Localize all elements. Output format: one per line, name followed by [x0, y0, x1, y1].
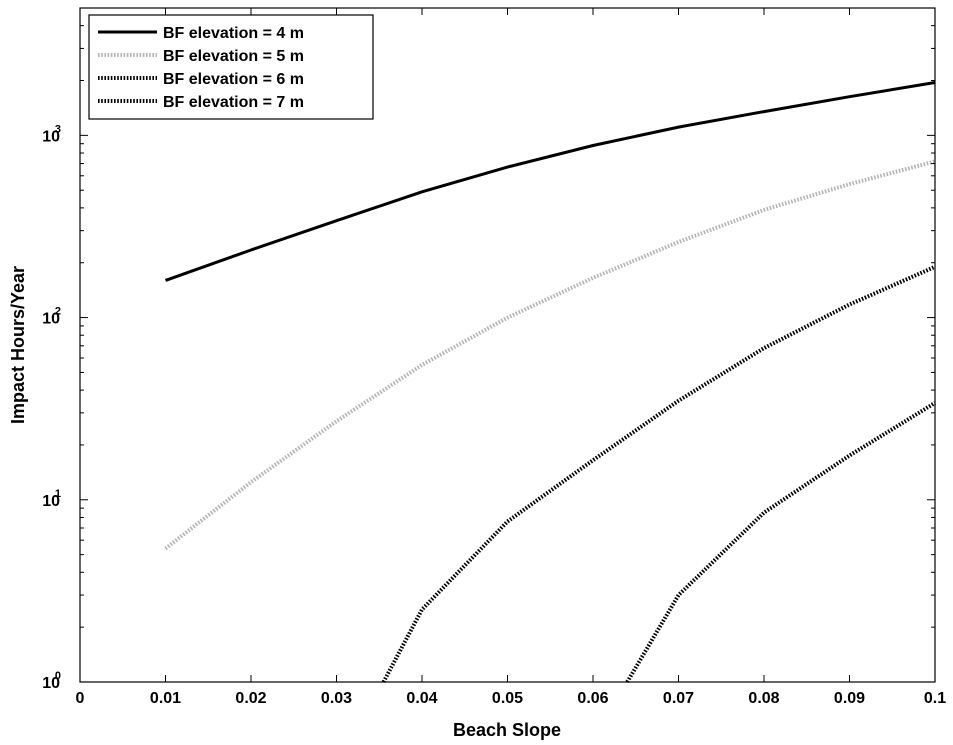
series-line-4 [625, 401, 937, 684]
x-axis-title: Beach Slope [453, 720, 561, 740]
series-line-3 [381, 264, 936, 683]
x-tick-label: 0 [76, 690, 85, 707]
y-tick-exponent: 3 [55, 123, 61, 135]
y-tick-exponent: 2 [55, 306, 61, 318]
y-tick-label: 101 [42, 488, 61, 510]
legend-label-3: BF elevation = 6 m [163, 71, 304, 88]
y-tick-exponent: 1 [55, 488, 61, 500]
axis-layer: 0 0.01 0.02 0.03 0.04 0.05 0.06 0.07 0.08 0.09 0.1… [42, 7, 946, 707]
x-tick-label: 0.05 [492, 690, 523, 707]
y-tick-label: 103 [42, 123, 61, 145]
y-axis-title: Impact Hours/Year [8, 266, 28, 424]
series-line-2 [164, 159, 936, 551]
plot-area [79, 7, 936, 683]
legend-label-2: BF elevation = 5 m [163, 48, 304, 65]
series-line-1 [164, 81, 936, 282]
x-tick-label: 0.09 [834, 690, 865, 707]
x-tick-label: 0.01 [150, 690, 181, 707]
y-tick-label: 102 [42, 306, 61, 328]
x-tick-label: 0.1 [924, 690, 946, 707]
x-tick-label: 0.08 [748, 690, 779, 707]
x-tick-label: 0.07 [663, 690, 694, 707]
series-layer [164, 81, 937, 684]
x-tick-label: 0.04 [406, 690, 437, 707]
y-tick-label: 100 [42, 670, 61, 692]
x-tick-label: 0.02 [235, 690, 266, 707]
y-tick-exponent: 0 [55, 670, 61, 682]
x-tick-label: 0.06 [577, 690, 608, 707]
legend-label-1: BF elevation = 4 m [163, 25, 304, 42]
x-tick-label: 0.03 [321, 690, 352, 707]
legend-label-4: BF elevation = 7 m [163, 94, 304, 111]
legend: BF elevation = 4 m BF elevation = 5 m BF e… [88, 14, 374, 120]
